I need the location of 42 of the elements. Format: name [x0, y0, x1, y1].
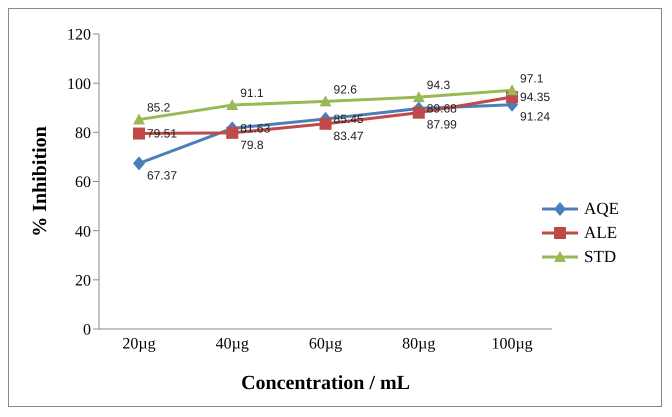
- data-label: 87.99: [426, 118, 458, 132]
- point: [133, 114, 145, 125]
- y-tick-label: 100: [67, 76, 91, 93]
- y-axis-title: % Inhibition: [29, 126, 52, 237]
- point: [133, 128, 145, 140]
- x-tick-label: 80µg: [402, 335, 436, 352]
- data-label: 97.1: [520, 71, 544, 86]
- y-tick-label: 20: [75, 272, 91, 290]
- point: [412, 91, 425, 102]
- legend-label: AQE: [584, 199, 619, 219]
- point: [133, 156, 145, 170]
- y-tick-label: 60: [75, 174, 91, 192]
- data-label: 81.63: [240, 121, 271, 136]
- point: [226, 126, 238, 139]
- x-tick-label: 100µg: [491, 335, 533, 352]
- data-label: 83.47: [334, 128, 364, 143]
- data-label: 94.35: [520, 90, 550, 104]
- legend-label: STD: [584, 247, 616, 267]
- x-axis-title: Concentration / mL: [241, 372, 410, 394]
- data-label: 94.3: [426, 78, 450, 92]
- point: [226, 99, 238, 110]
- point: [506, 84, 518, 96]
- data-label: 79.8: [240, 138, 264, 152]
- point: [320, 118, 332, 130]
- point: [412, 106, 425, 119]
- data-label: 85.2: [147, 100, 171, 115]
- y-tick-label: 80: [75, 125, 91, 142]
- y-tick-label: 40: [75, 223, 91, 240]
- x-tick-label: 40µg: [216, 335, 249, 352]
- x-tick-label: 60µg: [308, 335, 342, 352]
- data-label: 91.24: [520, 110, 550, 124]
- data-label: 79.51: [147, 126, 178, 141]
- x-tick-label: 20µg: [122, 335, 156, 352]
- legend-label: ALE: [584, 223, 618, 243]
- data-label: 92.6: [334, 82, 358, 96]
- y-tick-label: 0: [83, 322, 91, 339]
- data-label: 91.1: [240, 86, 264, 100]
- data-label: 89.68: [426, 102, 458, 116]
- data-label: 85.45: [334, 112, 364, 126]
- point: [320, 95, 332, 106]
- data-label: 67.37: [147, 168, 178, 182]
- y-tick-label: 120: [67, 26, 91, 44]
